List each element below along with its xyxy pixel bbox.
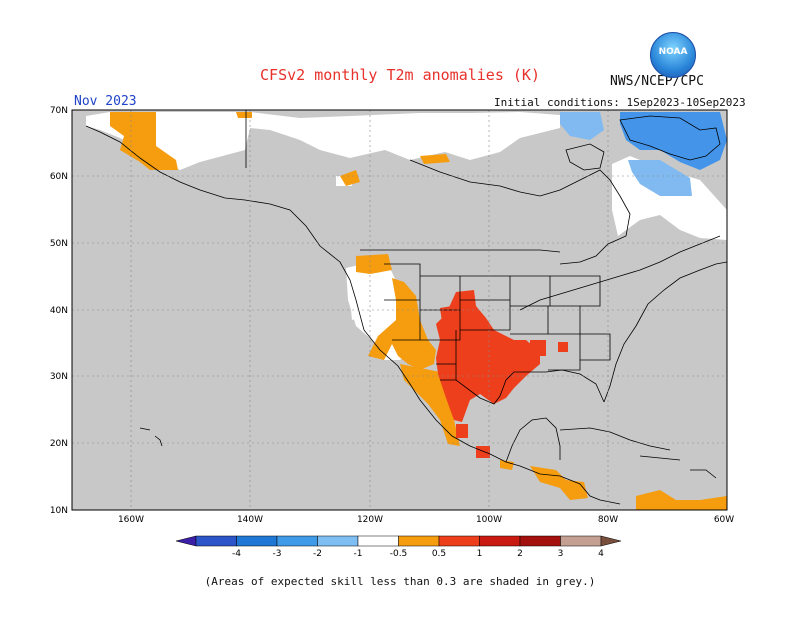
- footnote: (Areas of expected skill less than 0.3 a…: [204, 575, 596, 588]
- lon-label: 60W: [714, 515, 734, 525]
- lat-label: 70N: [50, 106, 68, 116]
- colorbar-segment: [276, 535, 318, 547]
- colorbar-label: 1: [477, 549, 483, 559]
- colorbar-label: -4: [232, 549, 241, 559]
- chart-title: CFSv2 monthly T2m anomalies (K): [260, 66, 540, 84]
- lon-label: 80W: [598, 515, 618, 525]
- colorbar-arrow-low: [175, 535, 197, 547]
- colorbar-label: 4: [598, 549, 604, 559]
- lat-label: 60N: [50, 172, 68, 182]
- colorbar: [175, 535, 622, 547]
- colorbar-segment: [236, 535, 278, 547]
- colorbar-label: -0.5: [390, 549, 408, 559]
- forecast-month: Nov 2023: [74, 94, 137, 109]
- warm-anomaly-areas: [110, 112, 727, 510]
- cool-anomaly-areas: [560, 112, 727, 196]
- coastlines: [85, 110, 727, 505]
- lon-label: 140W: [237, 515, 263, 525]
- colorbar-labels: -4 -3 -2 -1 -0.5 0.5 1 2 3 4: [232, 549, 604, 559]
- initial-conditions: Initial conditions: 1Sep2023-10Sep2023: [494, 96, 746, 109]
- colorbar-label: 2: [517, 549, 523, 559]
- lat-label: 30N: [50, 372, 68, 382]
- colorbar-segment: [195, 535, 237, 547]
- lat-label: 50N: [50, 239, 68, 249]
- colorbar-segment: [317, 535, 359, 547]
- lon-label: 100W: [476, 515, 502, 525]
- colorbar-label: 0.5: [432, 549, 446, 559]
- lon-label: 120W: [357, 515, 383, 525]
- latitude-labels: 70N 60N 50N 40N 30N 20N 10N: [50, 106, 68, 516]
- longitude-labels: 160W 140W 120W 100W 80W 60W: [118, 515, 734, 525]
- colorbar-label: -3: [273, 549, 282, 559]
- map-grid: [72, 110, 727, 510]
- lon-label: 160W: [118, 515, 144, 525]
- lat-label: 40N: [50, 306, 68, 316]
- lat-label: 20N: [50, 439, 68, 449]
- colorbar-segment: [398, 535, 440, 547]
- colorbar-label: -2: [313, 549, 322, 559]
- lat-label: 10N: [50, 506, 68, 516]
- map-frame: [71, 109, 728, 511]
- colorbar-segment: [560, 535, 602, 547]
- colorbar-segment: [519, 535, 561, 547]
- colorbar-segment: [438, 535, 480, 547]
- colorbar-label: -1: [354, 549, 363, 559]
- noaa-logo: NOAA: [650, 32, 696, 78]
- colorbar-segment: [479, 535, 521, 547]
- agency-label: NWS/NCEP/CPC: [610, 74, 704, 89]
- colorbar-label: 3: [558, 549, 564, 559]
- colorbar-arrow-high: [600, 535, 622, 547]
- colorbar-segment: [357, 535, 399, 547]
